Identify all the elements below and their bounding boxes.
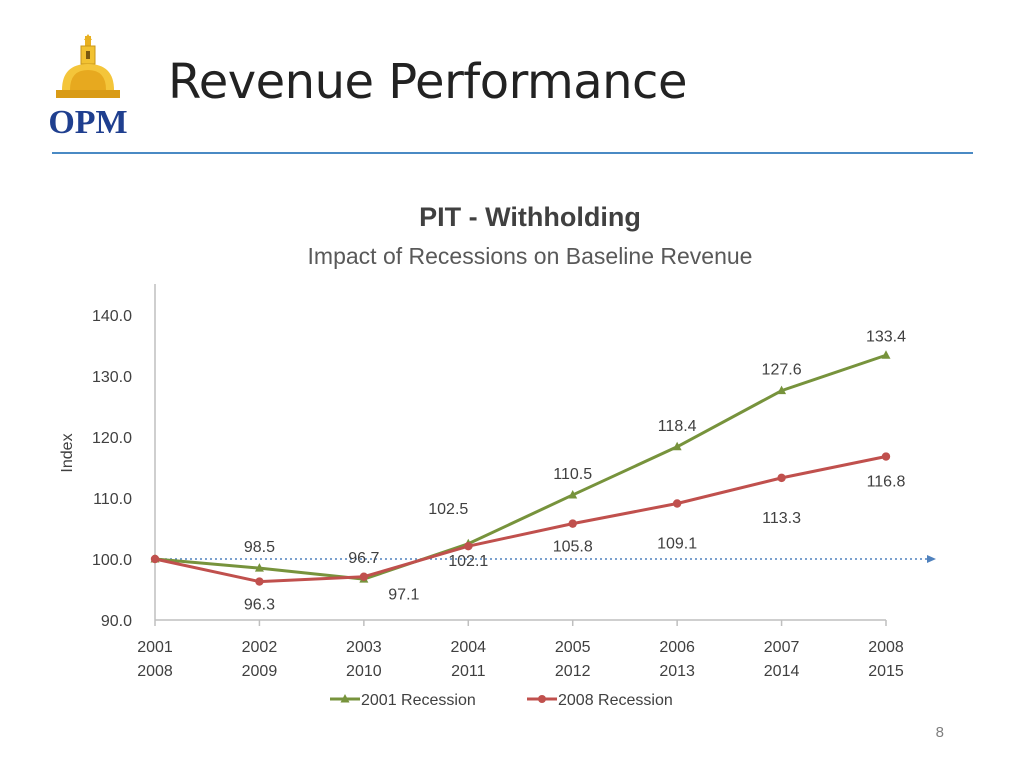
x-tick-label: 2004 bbox=[450, 639, 486, 656]
page-title: Revenue Performance bbox=[168, 54, 687, 110]
opm-logo: OPM bbox=[48, 34, 128, 141]
series-2008-recession-point bbox=[150, 554, 160, 564]
title-divider bbox=[52, 152, 973, 154]
series-2008-recession-point bbox=[568, 519, 577, 528]
series-2008-recession-point bbox=[881, 452, 891, 461]
series-2001-data-label: 133.4 bbox=[866, 328, 906, 345]
x-tick-label: 2007 bbox=[764, 639, 800, 656]
x-tick-label: 2005 bbox=[555, 639, 591, 656]
x-tick-label-second-row: 2009 bbox=[242, 663, 278, 680]
series-2008-data-label: 109.1 bbox=[657, 535, 697, 552]
x-tick-label: 2008 bbox=[868, 639, 904, 656]
y-tick-label: 130.0 bbox=[92, 369, 132, 386]
series-2001-recession-point bbox=[254, 563, 264, 572]
logo-text: OPM bbox=[48, 104, 127, 141]
x-tick-label-second-row: 2014 bbox=[764, 663, 800, 680]
x-tick-label-second-row: 2015 bbox=[868, 663, 904, 680]
x-tick-label-second-row: 2012 bbox=[555, 663, 591, 680]
x-tick-label: 2003 bbox=[346, 639, 382, 656]
series-2008-data-label: 113.3 bbox=[762, 510, 801, 527]
series-2001-recession-point bbox=[568, 489, 578, 499]
series-2008-data-label: 116.8 bbox=[867, 474, 906, 491]
legend-2008-recession-label: 2008 Recession bbox=[558, 692, 673, 709]
series-2001-data-label: 96.7 bbox=[348, 550, 379, 567]
x-tick-label: 2006 bbox=[659, 639, 695, 656]
y-tick-label: 100.0 bbox=[92, 552, 132, 569]
y-tick-label: 110.0 bbox=[93, 491, 132, 508]
legend-2001-recession-marker-icon bbox=[340, 694, 350, 703]
series-2008-data-label: 97.1 bbox=[388, 587, 419, 604]
series-2008-data-label: 102.1 bbox=[448, 553, 488, 570]
series-2001-recession-point bbox=[777, 385, 787, 395]
series-2008-recession-point bbox=[255, 577, 264, 586]
series-2008-data-label: 96.3 bbox=[244, 597, 275, 614]
capitol-dome-icon bbox=[56, 34, 120, 98]
series-2001-recession-line bbox=[154, 353, 887, 581]
y-axis-title: Index bbox=[59, 433, 76, 472]
page-number: 8 bbox=[935, 724, 944, 741]
y-tick-label: 90.0 bbox=[101, 613, 132, 630]
series-2001-data-label: 118.4 bbox=[658, 418, 697, 435]
series-2008-recession-point bbox=[777, 473, 786, 483]
series-2001-data-label: 98.5 bbox=[244, 539, 275, 556]
x-tick-label-second-row: 2011 bbox=[451, 663, 486, 680]
legend-2008-recession-marker-icon bbox=[538, 695, 546, 703]
series-2008-recession-line bbox=[154, 455, 887, 584]
series-2008-recession-point bbox=[672, 499, 682, 508]
series-2001-data-label: 102.5 bbox=[428, 501, 468, 518]
x-tick-label: 2001 bbox=[137, 639, 173, 656]
series-2008-data-label: 105.8 bbox=[553, 539, 593, 556]
series-2001-data-label: 127.6 bbox=[762, 362, 802, 379]
legend-2001-recession-label: 2001 Recession bbox=[361, 692, 476, 709]
y-tick-label: 120.0 bbox=[92, 430, 132, 447]
series-2001-data-label: 110.5 bbox=[553, 466, 592, 483]
y-tick-label: 140.0 bbox=[92, 308, 132, 325]
chart-subtitle: Impact of Recessions on Baseline Revenue bbox=[307, 243, 753, 269]
chart-title: PIT - Withholding bbox=[419, 202, 641, 232]
series-2008-recession-point bbox=[464, 541, 473, 551]
series-2001-recession-point bbox=[881, 350, 891, 359]
x-tick-label-second-row: 2013 bbox=[659, 663, 695, 680]
x-tick-label-second-row: 2010 bbox=[346, 663, 382, 680]
baseline-arrow-icon bbox=[927, 555, 936, 563]
x-tick-label-second-row: 2008 bbox=[137, 663, 173, 680]
x-tick-label: 2002 bbox=[242, 639, 278, 656]
series-2001-recession-point bbox=[672, 441, 682, 451]
series-2008-recession-point bbox=[359, 572, 369, 581]
